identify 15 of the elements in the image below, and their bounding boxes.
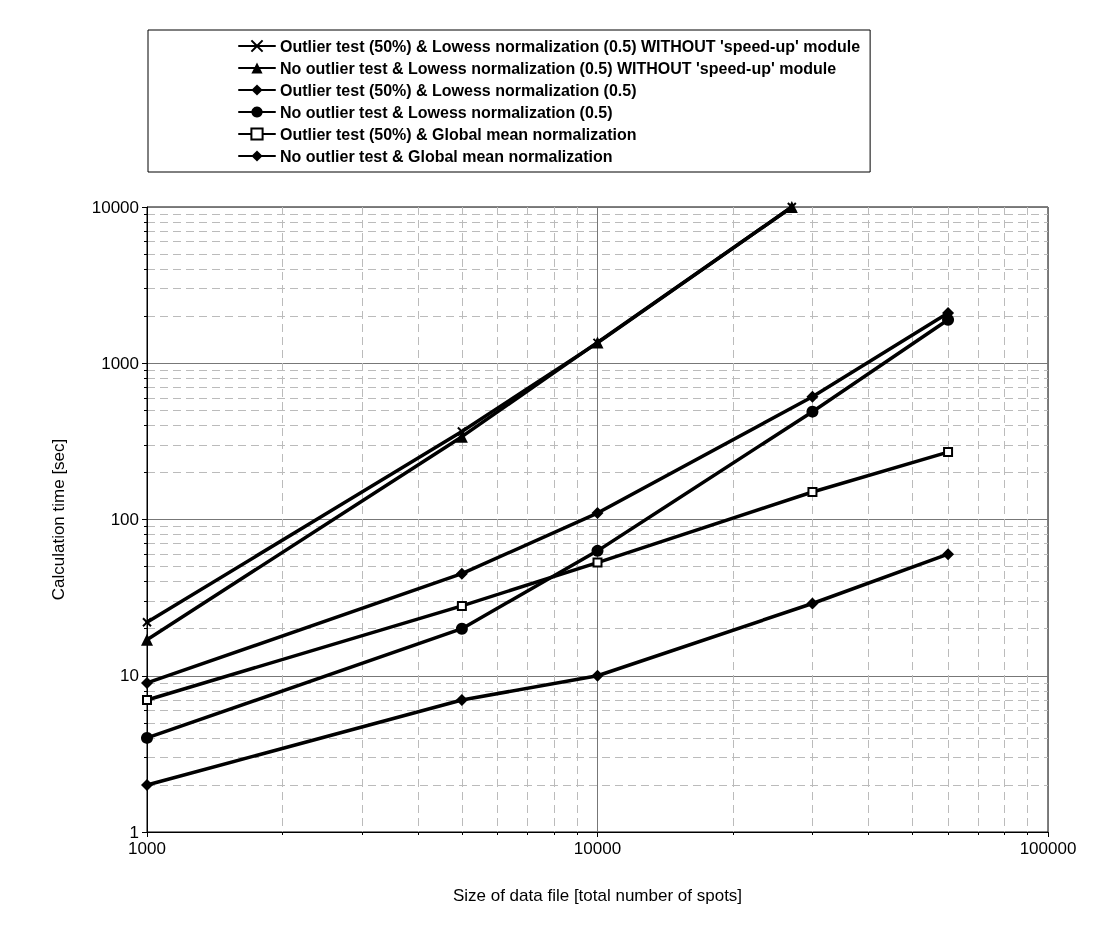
y-axis-title: Calculation time [sec] [49, 438, 68, 601]
x-tick-label: 100000 [1019, 839, 1077, 858]
x-tick-label: 10000 [573, 839, 622, 858]
y-tick-label: 1 [129, 822, 139, 842]
legend-label: Outlier test (50%) & Lowess normalization (0.5) [280, 81, 637, 99]
y-tick-label: 10 [120, 666, 139, 686]
legend-label: Outlier test (50%) & Lowess normalization (0.5) WITHOUT 'speed-up' module [280, 37, 861, 55]
legend-label: No outlier test & Lowess normalization (0.5) WITHOUT 'speed-up' module [280, 59, 837, 77]
x-axis-title: Size of data file [total number of spots] [452, 886, 743, 905]
legend-label: No outlier test & Lowess normalization (0.5) [280, 103, 613, 121]
y-tick-label: 100 [110, 510, 139, 529]
y-tick-label: 10000 [91, 197, 139, 217]
legend-label: No outlier test & Global mean normalization [280, 147, 613, 165]
legend-label: Outlier test (50%) & Global mean normalization [280, 125, 637, 143]
y-tick-label: 1000 [101, 353, 139, 373]
